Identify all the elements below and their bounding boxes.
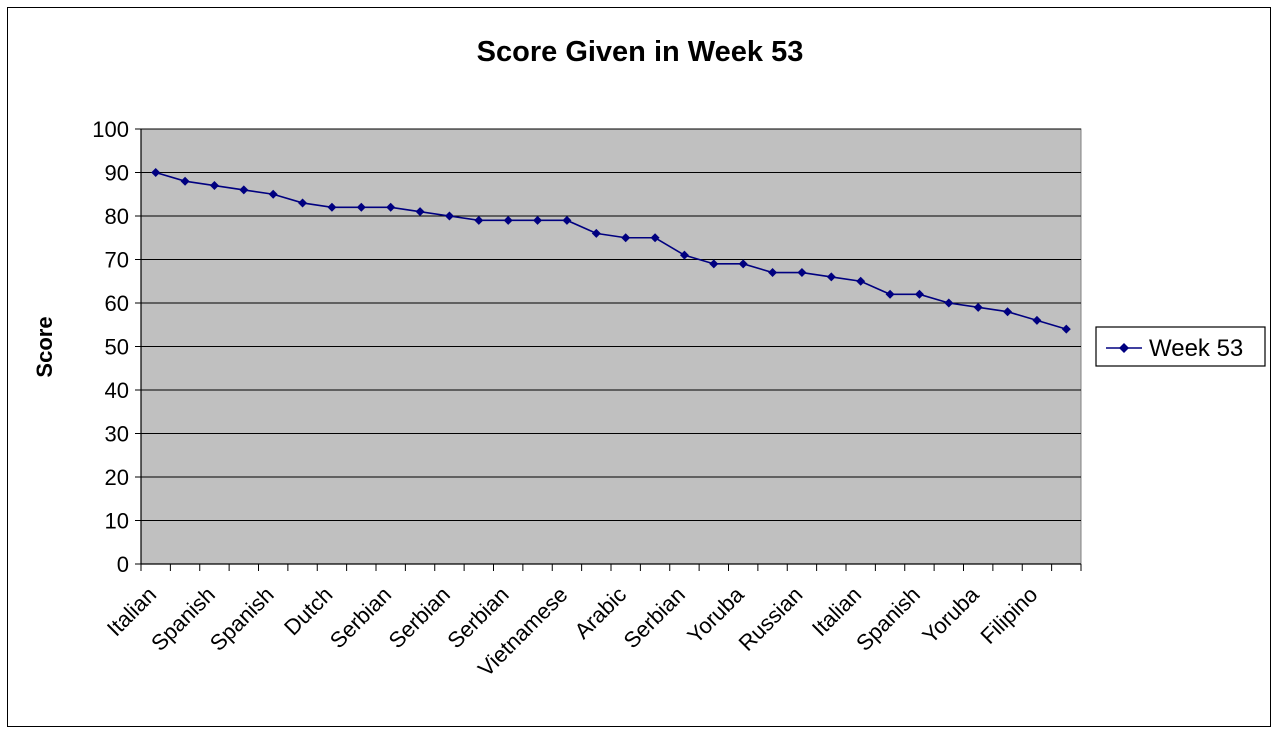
data-point-marker (327, 202, 337, 212)
x-tick-label: Spanish (851, 582, 925, 656)
y-axis-ticks: 0 10 20 30 40 50 60 70 80 90 100 (92, 117, 141, 577)
x-axis (140, 129, 1082, 571)
legend-marker-swatch (1119, 343, 1129, 353)
y-tick-label-50: 50 (105, 335, 129, 360)
legend-label-week-53: Week 53 (1149, 335, 1243, 362)
y-tick-label-80: 80 (105, 204, 129, 229)
data-point-marker (914, 289, 924, 299)
data-point-marker (797, 268, 807, 278)
data-point-marker (709, 259, 719, 269)
data-point-marker (239, 185, 249, 195)
data-point-marker (209, 181, 219, 191)
x-tick-label: Spanish (205, 582, 279, 656)
data-point-marker (1061, 324, 1071, 334)
y-tick-label-10: 10 (105, 509, 129, 534)
y-tick-label-60: 60 (105, 291, 129, 316)
data-point-marker (533, 215, 543, 225)
data-point-marker (768, 268, 778, 278)
data-point-marker (944, 298, 954, 308)
data-point-marker (356, 202, 366, 212)
x-tick-label: Yoruba (917, 581, 984, 648)
legend: Week 53 (1095, 326, 1266, 367)
data-point-marker (679, 250, 689, 260)
data-point-marker (415, 207, 425, 217)
x-tick-label: Filipino (976, 582, 1043, 649)
data-point-marker (591, 228, 601, 238)
data-point-marker (180, 176, 190, 186)
grid-lines (141, 128, 1081, 521)
series-markers (151, 168, 1071, 334)
data-point-marker (1032, 315, 1042, 325)
data-point-marker (621, 233, 631, 243)
data-point-marker (650, 233, 660, 243)
data-point-marker (885, 289, 895, 299)
data-point-marker (474, 215, 484, 225)
data-point-marker (386, 202, 396, 212)
y-tick-label-30: 30 (105, 422, 129, 447)
data-point-marker (1003, 307, 1013, 317)
x-tick-label: Russian (734, 582, 808, 656)
chart-title: Score Given in Week 53 (477, 36, 804, 68)
x-tick-label: Serbian (619, 582, 690, 653)
data-point-marker (298, 198, 308, 208)
y-tick-label-90: 90 (105, 161, 129, 186)
series-line-week-53 (155, 171, 1067, 330)
y-tick-label-0: 0 (117, 552, 129, 577)
x-tick-label: Serbian (325, 582, 396, 653)
data-point-marker (503, 215, 513, 225)
x-tick-label: Spanish (146, 582, 220, 656)
data-point-marker (444, 211, 454, 221)
y-tick-label-20: 20 (105, 465, 129, 490)
data-point-marker (856, 276, 866, 286)
x-tick-label: Serbian (384, 582, 455, 653)
data-point-marker (973, 302, 983, 312)
data-point-marker (268, 189, 278, 199)
data-point-marker (151, 168, 161, 177)
data-point-marker (826, 272, 836, 282)
data-point-marker (562, 215, 572, 225)
y-tick-label-70: 70 (105, 248, 129, 273)
data-point-marker (738, 259, 748, 269)
y-axis-label: Score (32, 316, 57, 377)
y-tick-label-40: 40 (105, 378, 129, 403)
y-tick-label-100: 100 (92, 117, 129, 142)
